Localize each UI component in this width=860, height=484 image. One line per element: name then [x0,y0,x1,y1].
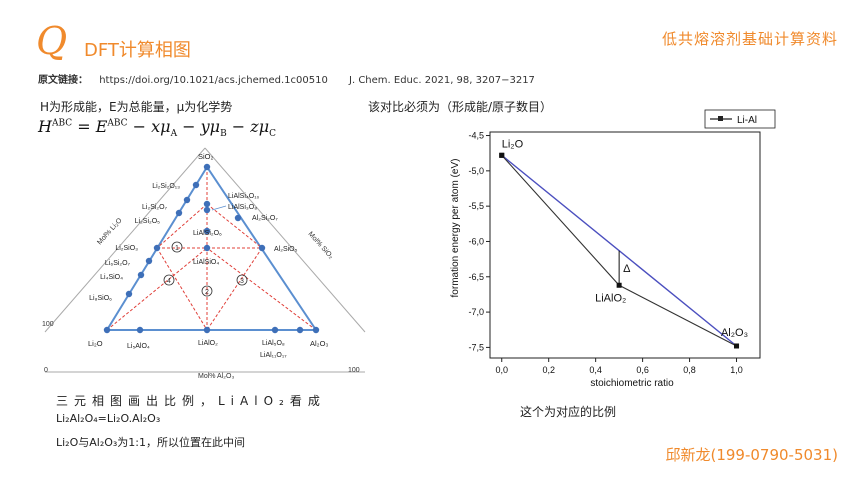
x-tick-label: 0,8 [683,365,696,375]
apex-left-label: Li₂O [88,339,103,348]
legend-entry: Li-Al [737,115,757,126]
phase-label: LiAl₁₁O₁₇ [260,352,287,359]
region-number: 3 [240,278,244,285]
x-axis-label: stoichiometric ratio [590,378,674,389]
point-label: Al₂O₃ [721,327,748,339]
phase-label: LiAlO₂ [198,340,218,347]
chart-legend: Li-Al [704,109,776,129]
x-tick-label: 0,4 [589,365,602,375]
tick-label: 100 [348,367,360,374]
tick-label: 0 [44,367,48,374]
x-tick-label: 1,0 [730,365,743,375]
formation-energy-formula: HABC = EABC − xμA − yμB − zμC [38,117,276,140]
axis-bottom-label: Mol% Al₂O₃ [198,373,234,380]
contact-footer: 邱新龙(199-0790-5031) [665,446,838,464]
point-label: Li₂O [502,138,524,150]
explanation-line-1: 三元相图画出比例，LiAlO₂看成 [56,394,326,408]
definition-text: H为形成能，E为总能量，μ为化学势 [40,100,233,114]
region-number: 1 [175,245,179,252]
y-tick-label: -6,5 [468,272,484,282]
phase-label: LiAlSi₃O₈ [228,204,257,211]
x-tick-label: 0,0 [495,365,508,375]
chart-caption: 这个为对应的比例 [520,405,617,419]
comparison-note: 该对比必须为（形成能/原子数目） [368,100,553,114]
apex-right-label: Al₂O₃ [310,339,328,348]
phase-label: Li₂Si₂O₅ [135,218,161,225]
phase-label: Li₂Si₂O₇ [142,204,168,211]
y-tick-label: -5,5 [468,201,484,211]
axis-left-label: Mol% Li₂O [96,217,124,247]
apex-top-label: SiO₂ [198,152,214,161]
y-tick-label: -5,0 [468,166,484,176]
phase-label: LiAl₅O₈ [262,340,285,347]
series-title: 低共熔溶剂基础计算资料 [661,30,838,48]
phase-label: Li₂Si₂O₁₃ [152,183,180,190]
reference-line: 原文链接： https://doi.org/10.1021/acs.jcheme… [38,71,535,86]
phase-label: Li₂SiO₃ [115,245,138,252]
phase-label: LiAlSi₂O₆ [193,230,222,237]
data-point [499,152,505,158]
phase-label: Li₈SiO₆ [89,295,112,302]
phase-label: LiAlSi₄O₁₀ [228,193,260,200]
reference-label: 原文链接： [38,75,88,86]
y-tick-label: -4,5 [468,131,484,141]
phase-points [103,163,320,334]
ternary-phase-diagram: 1 2 3 4 SiO₂ Li₂O Al₂O₃ Li₂Si₂O₁₃ Li₂Si₂… [42,147,366,380]
phase-label: LiAlSiO₄ [193,259,219,266]
phase-label: Li₆Si₂O₇ [105,260,131,267]
tick-label: 100 [42,321,54,328]
delta-annotation: Δ [623,263,631,275]
axis-right-label: Mol% SiO₂ [307,231,335,261]
region-number: 4 [167,278,171,285]
formation-energy-chart: 0,0 0,2 0,4 0,6 0,8 1,0 -4,5 -5,0 -5,5 -6,0 -6,5 -7… [450,109,776,389]
plot-frame [489,131,761,359]
y-tick-label: -6,0 [468,236,484,246]
point-label: LiAlO₂ [595,292,626,304]
reference-url[interactable]: https://doi.org/10.1021/acs.jchemed.1c00… [99,75,328,86]
page-title: DFT计算相图 [84,40,191,61]
reference-citation: J. Chem. Educ. 2021, 98, 3207−3217 [349,75,535,86]
y-tick-label: -7,0 [468,307,484,317]
data-point [734,343,740,349]
q-logo-icon: Q [36,19,68,63]
explanation-line-3: Li₂O与Al₂O₃为1:1，所以位置在此中间 [56,436,246,449]
phase-label: Al₂Si₂O₇ [252,215,278,222]
region-number: 2 [205,289,209,296]
y-axis-label: formation energy per atom (eV) [450,159,461,298]
x-tick-label: 0,2 [542,365,555,375]
y-tick-label: -7,5 [468,342,484,352]
phase-label: Al₂SiO₅ [274,246,298,253]
phase-label: Li₄SiO₄ [100,274,123,281]
x-tick-label: 0,6 [636,365,649,375]
explanation-line-2: Li₂Al₂O₄=Li₂O.Al₂O₃ [56,412,161,425]
phase-label: Li₅AlO₄ [127,343,150,350]
